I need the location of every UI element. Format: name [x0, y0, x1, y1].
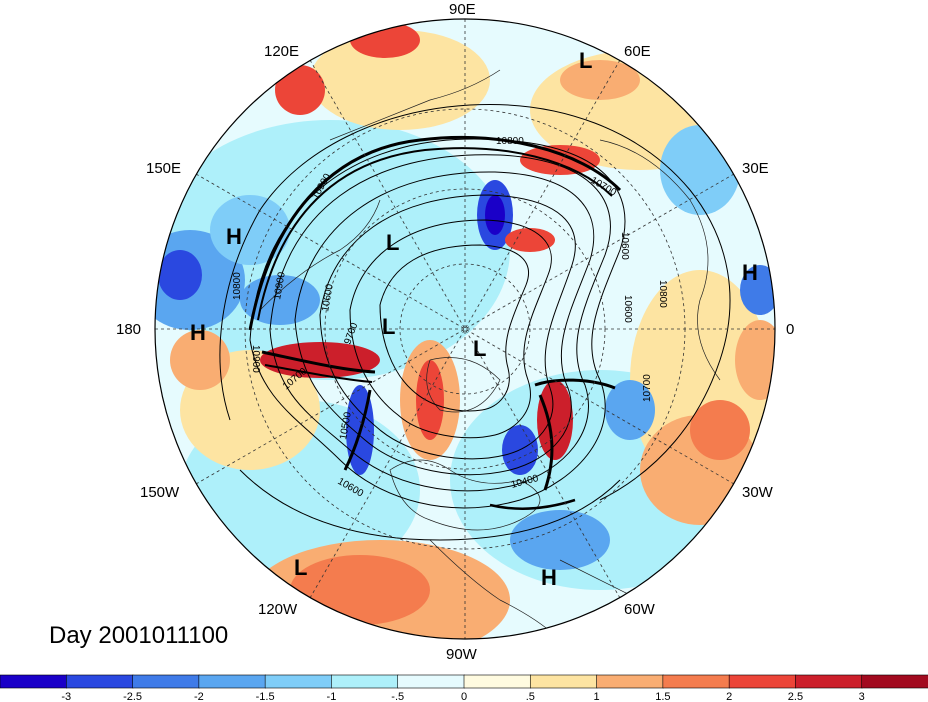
contour-label: 10900	[250, 345, 261, 373]
day-label: Day 2001011100	[49, 622, 228, 649]
high-label-0: H	[742, 260, 758, 285]
contour-label: 10800	[496, 136, 524, 147]
low-label-pole-asia: L	[386, 230, 399, 255]
colorbar-tick-label: 0	[461, 691, 467, 702]
colorbar-swatch	[463, 674, 532, 689]
lon-label-0: 0	[786, 321, 794, 338]
lon-label-90e: 90E	[449, 1, 476, 18]
colorbar-tick-label: 1	[594, 691, 600, 702]
colorbar-swatch	[529, 674, 598, 689]
contour-label: 10600	[320, 283, 336, 313]
contour-label: 10500	[338, 411, 354, 441]
colorbar-swatch	[0, 674, 68, 689]
low-label-120w: L	[294, 555, 307, 580]
low-label-pole-center: L	[382, 314, 395, 339]
contour-label: 10800	[657, 280, 668, 308]
lon-label-150e: 150E	[146, 160, 181, 177]
lon-label-30w: 30W	[742, 484, 774, 501]
contour-label: 10700	[642, 374, 653, 402]
contour-label: 10600	[622, 295, 633, 323]
longitude-labels: 90E 60E 120E 150E 30E 180 0 150W 30W 120…	[116, 1, 794, 663]
high-label-60w: H	[541, 565, 557, 590]
pressure-system-labels: L H L H L L H L H	[190, 48, 758, 590]
low-label-60e: L	[579, 48, 592, 73]
colorbar-swatch	[795, 674, 863, 689]
lon-label-120e: 120E	[264, 43, 299, 60]
colorbar-tick-label: 1.5	[655, 691, 670, 702]
high-label-180: H	[190, 320, 206, 345]
colorbar-tick-label: 2	[726, 691, 732, 702]
height-contours	[219, 103, 731, 541]
colorbar-swatch	[264, 674, 333, 689]
colorbar-swatch	[662, 674, 730, 689]
colorbar-swatch	[728, 674, 797, 689]
contour-label: 10800	[232, 272, 243, 300]
coastlines	[259, 69, 721, 639]
colorbar-swatch	[132, 674, 200, 689]
colorbar-tick-label: -2	[194, 691, 204, 702]
low-label-pole-greenland: L	[473, 336, 486, 361]
colorbar-tick-label: .5	[526, 691, 535, 702]
lon-label-150w: 150W	[140, 484, 180, 501]
contour-label: 10900	[272, 271, 288, 301]
lon-label-60w: 60W	[624, 601, 656, 618]
colorbar-swatch	[65, 674, 134, 689]
lon-label-60e: 60E	[624, 43, 651, 60]
colorbar-tick-label: -.5	[391, 691, 404, 702]
colorbar-swatch	[596, 674, 664, 689]
lon-label-120w: 120W	[258, 601, 298, 618]
colorbar-tick-label: 3	[859, 691, 865, 702]
colorbar-tick-label: 2.5	[788, 691, 803, 702]
colorbar-swatch	[198, 674, 266, 689]
contour-label: 10600	[619, 232, 630, 260]
lon-label-180: 180	[116, 321, 141, 338]
colorbar-tick-label: -2.5	[123, 691, 142, 702]
colorbar-tick-label: -3	[61, 691, 71, 702]
high-label-150e: H	[226, 224, 242, 249]
colorbar-swatch	[397, 674, 465, 689]
lon-label-90w: 90W	[446, 646, 478, 663]
graticule	[155, 19, 775, 639]
colorbar-tick-label: -1	[327, 691, 337, 702]
colorbar-swatch	[331, 674, 399, 689]
colorbar: -3 -2.5 -2 -1.5 -1 -.5 0 .5 1 1.5 2 2.5 3	[0, 674, 928, 702]
colorbar-tick-label: -1.5	[256, 691, 275, 702]
map-boundary	[154, 18, 776, 640]
lon-label-30e: 30E	[742, 160, 769, 177]
colorbar-swatch	[861, 674, 928, 689]
